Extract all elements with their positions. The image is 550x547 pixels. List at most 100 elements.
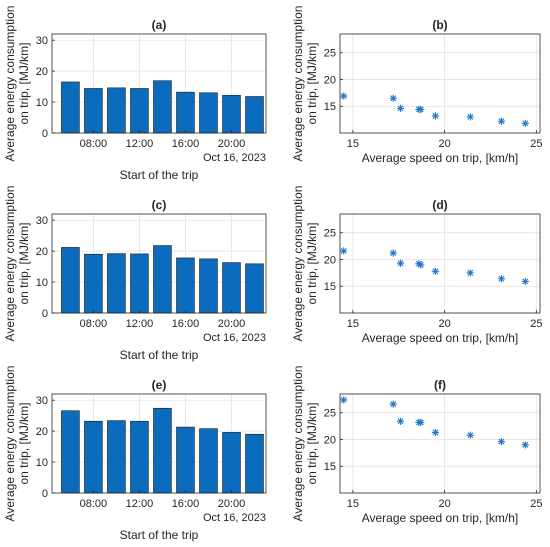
point-stroke: [432, 429, 439, 436]
y-tick-label: 10: [36, 277, 48, 289]
point-stroke: [340, 93, 347, 100]
point-stroke: [397, 418, 404, 425]
y-tick-label: 20: [36, 426, 48, 438]
bar: [84, 253, 103, 314]
axis-frame: [339, 213, 541, 314]
point-stroke: [417, 106, 424, 113]
y-axis-label-line1: Average energy consumption: [3, 6, 17, 162]
panel-b: 15 20 25 15 20 25 Average speed on trip, [km/h…: [291, 6, 542, 165]
bar: [61, 247, 80, 314]
scatter-point: [466, 113, 474, 121]
axis-frame: [339, 393, 541, 494]
bar: [153, 245, 172, 314]
bar: [176, 426, 195, 494]
y-axis-label-line2: on trip, [MJ/km]: [305, 42, 319, 124]
scatter-point: [466, 269, 474, 277]
scatter-point: [396, 104, 405, 112]
axis-frame: [51, 393, 267, 494]
plot-area: [340, 34, 540, 133]
x-tick-label: 16:00: [172, 318, 200, 330]
x-tick-label: 16:00: [172, 138, 200, 150]
x-tick-label: 08:00: [80, 138, 108, 150]
bar: [199, 258, 218, 314]
bar: [222, 262, 241, 314]
y-tick-label: 15: [324, 281, 336, 293]
scatter-point: [521, 441, 529, 449]
point-stroke: [498, 275, 505, 282]
scatter-point: [521, 119, 529, 127]
x-tick-label: 20:00: [218, 498, 246, 510]
point-stroke: [432, 112, 439, 119]
bar: [84, 88, 103, 134]
point-stroke: [397, 105, 404, 112]
x-tick-label: 20: [438, 318, 450, 330]
date-label: Oct 16, 2023: [203, 332, 266, 344]
bar: [176, 257, 195, 314]
bar: [222, 432, 241, 494]
y-tick-label: 0: [42, 488, 48, 500]
x-tick-label: 15: [347, 498, 359, 510]
y-tick-label: 30: [36, 215, 48, 227]
x-tick-label: 12:00: [126, 138, 154, 150]
scatter-point: [466, 431, 474, 439]
bar: [245, 96, 264, 134]
x-axis-label: Start of the trip: [120, 168, 199, 182]
scatter-point: [389, 94, 397, 102]
point-stroke: [340, 396, 347, 403]
panel-e: 0 10 20 30 08:00 12:00 16:00 20:00 Oct 16, 2023 S…: [3, 366, 267, 542]
bar: [199, 428, 218, 494]
scatter-point: [417, 418, 425, 426]
x-tick-label: 20:00: [218, 318, 246, 330]
bar: [245, 263, 264, 314]
bar: [107, 87, 126, 134]
y-tick-label: 25: [324, 48, 336, 60]
scatter-point: [521, 277, 529, 286]
axis-frame: [51, 33, 267, 134]
point-stroke: [498, 118, 505, 125]
scatter-point: [431, 267, 440, 275]
bar: [130, 88, 149, 134]
y-axis-label-line1: Average energy consumption: [3, 186, 17, 342]
point-stroke: [522, 120, 529, 127]
x-tick-label: 16:00: [172, 498, 200, 510]
date-label: Oct 16, 2023: [203, 152, 266, 164]
point-stroke: [397, 260, 404, 267]
y-tick-label: 10: [36, 457, 48, 469]
x-tick-label: 15: [347, 138, 359, 150]
point-stroke: [340, 247, 347, 254]
y-tick-label: 15: [324, 101, 336, 113]
x-tick-label: 25: [530, 318, 542, 330]
x-tick-label: 12:00: [126, 498, 154, 510]
y-tick-label: 25: [324, 408, 336, 420]
x-axis-label: Average speed on trip, [km/h]: [362, 511, 519, 525]
panel-title: (d): [432, 198, 447, 212]
x-tick-label: 20: [438, 498, 450, 510]
bar: [176, 91, 195, 134]
panel-f: 15 20 25 15 20 25 Average speed on trip, [km/h…: [291, 366, 542, 525]
y-axis-label-line2: on trip, [MJ/km]: [305, 222, 319, 304]
scatter-point: [497, 275, 506, 283]
y-tick-label: 30: [36, 395, 48, 407]
axis-frame: [51, 213, 267, 314]
scatter-point: [340, 396, 348, 404]
panel-d: 15 20 25 15 20 25 Average speed on trip, [km/h…: [291, 186, 542, 345]
scatter-point: [431, 428, 440, 437]
x-tick-label: 20:00: [218, 138, 246, 150]
y-tick-label: 15: [324, 461, 336, 473]
point-stroke: [390, 401, 397, 408]
point-stroke: [498, 438, 505, 445]
y-tick-label: 0: [42, 308, 48, 320]
panel-title: (f): [434, 378, 446, 392]
panel-title: (c): [152, 198, 167, 212]
y-axis-label-line1: Average energy consumption: [3, 366, 17, 522]
point-stroke: [432, 268, 439, 275]
scatter-point: [340, 92, 348, 100]
point-stroke: [467, 113, 474, 120]
x-tick-label: 08:00: [80, 318, 108, 330]
point-stroke: [522, 278, 529, 285]
point-stroke: [390, 95, 397, 102]
x-tick-label: 08:00: [80, 498, 108, 510]
x-tick-label: 12:00: [126, 318, 154, 330]
point-stroke: [390, 250, 397, 257]
